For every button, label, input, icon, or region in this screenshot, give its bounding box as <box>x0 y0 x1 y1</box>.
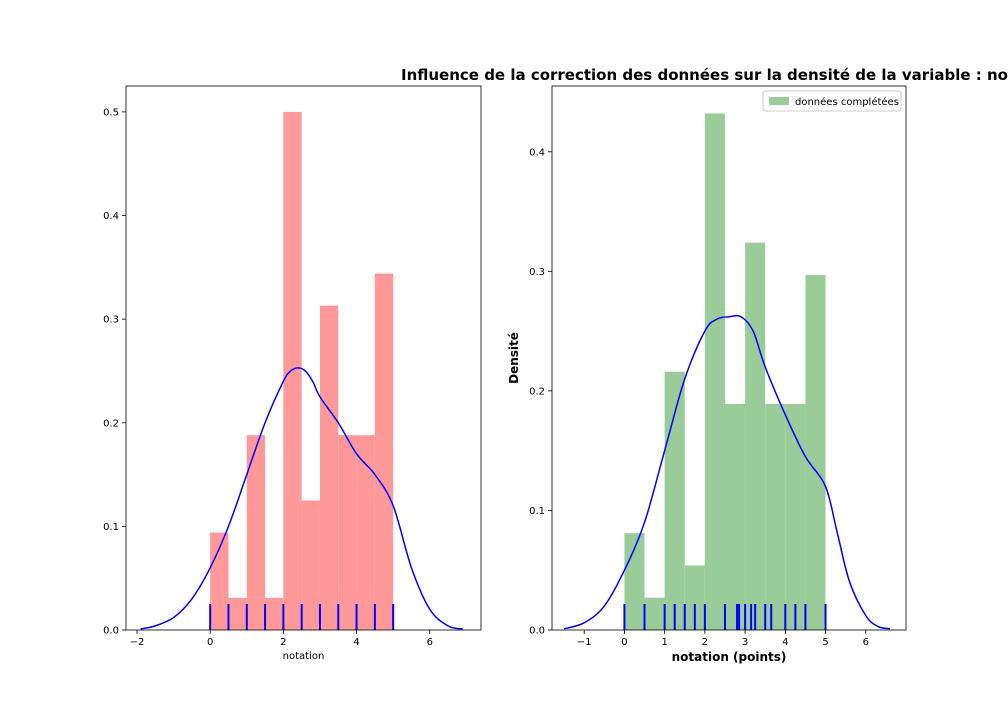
histogram-bar <box>785 404 806 630</box>
histogram-bar <box>745 242 766 630</box>
x-axis-label: notation <box>283 651 325 662</box>
right-histogram-chart: −1 0 1 2 3 4 5 6 0.0 0.1 0.2 0.3 0.4 notation (points… <box>507 85 907 664</box>
histogram-bar <box>724 404 746 630</box>
legend-box <box>762 90 902 112</box>
histogram-bar <box>338 435 357 630</box>
x-tick-label: 0 <box>621 637 627 648</box>
x-tick-label: 4 <box>353 637 359 648</box>
y-tick-label: 0.3 <box>103 315 119 326</box>
x-tick-label: 4 <box>782 637 788 648</box>
legend-swatch <box>769 97 789 105</box>
histogram-bar <box>624 533 645 630</box>
y-tick-label: 0.1 <box>103 522 119 533</box>
y-tick-label: 0.2 <box>103 418 119 429</box>
histogram-bar <box>644 597 665 630</box>
x-tick-label: 3 <box>742 637 748 648</box>
kde-line <box>563 314 891 630</box>
histogram-bar <box>805 274 826 630</box>
x-axis-label: notation (points) <box>672 650 787 664</box>
y-tick-label: 0.2 <box>529 386 545 397</box>
x-tick-label: 6 <box>427 637 433 648</box>
x-tick-label: 2 <box>702 637 708 648</box>
x-tick-label: 2 <box>280 637 286 648</box>
histogram-bar <box>246 435 266 630</box>
histogram-bar <box>356 435 375 630</box>
y-tick-label: 0.0 <box>103 626 119 637</box>
y-axis-label: Densité <box>507 332 521 384</box>
y-tick-label: 0.3 <box>529 267 545 278</box>
histogram-bar <box>319 305 339 630</box>
x-tick-label: 5 <box>822 637 828 648</box>
histogram-bar <box>765 404 786 630</box>
legend: données complétées <box>762 90 902 112</box>
figure-title: Influence de la correction des données s… <box>401 66 1008 84</box>
x-tick-label: 6 <box>863 637 869 648</box>
y-tick-label: 0.0 <box>529 626 545 637</box>
plot-frame <box>125 85 482 631</box>
histogram-bar <box>684 565 705 630</box>
histogram-bar <box>301 500 320 630</box>
histogram-bar <box>374 273 394 630</box>
y-tick-label: 0.1 <box>529 506 545 517</box>
plot-frame <box>551 85 907 631</box>
y-tick-label: 0.5 <box>103 107 119 118</box>
histogram-bar <box>283 111 302 630</box>
histogram-bar <box>704 113 725 630</box>
x-tick-label: 0 <box>207 637 213 648</box>
legend-label: données complétées <box>795 96 899 108</box>
x-tick-label: 1 <box>661 637 667 648</box>
y-tick-label: 0.4 <box>103 211 119 222</box>
histogram-bar <box>265 597 284 630</box>
histogram-bar <box>228 597 247 630</box>
x-tick-label: −2 <box>130 637 145 648</box>
kde-line <box>140 367 463 630</box>
y-tick-label: 0.4 <box>529 147 545 158</box>
x-tick-label: −1 <box>577 637 592 648</box>
histogram-bar <box>664 371 685 630</box>
left-histogram-chart: −2 0 2 4 6 0.0 0.1 0.2 0.3 0.4 0.5 notation <box>103 85 482 662</box>
